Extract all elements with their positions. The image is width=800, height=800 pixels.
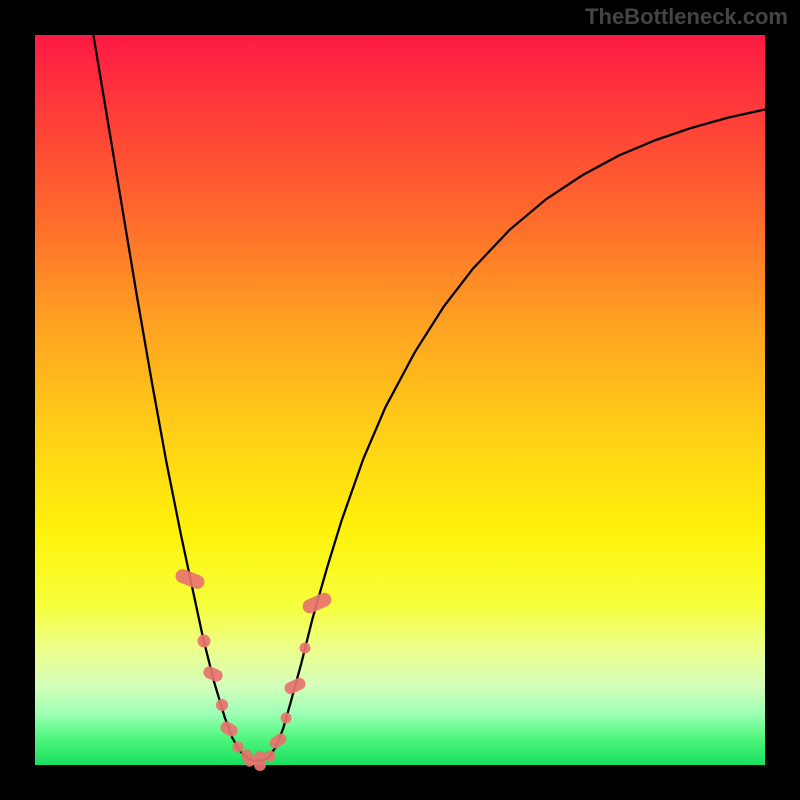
watermark: TheBottleneck.com	[585, 4, 788, 30]
data-marker	[300, 643, 311, 654]
data-marker	[216, 699, 228, 711]
data-marker	[265, 750, 276, 761]
data-marker	[281, 712, 292, 723]
bottleneck-plot	[35, 35, 765, 765]
data-marker	[198, 634, 211, 647]
bottleneck-curve	[35, 35, 765, 765]
